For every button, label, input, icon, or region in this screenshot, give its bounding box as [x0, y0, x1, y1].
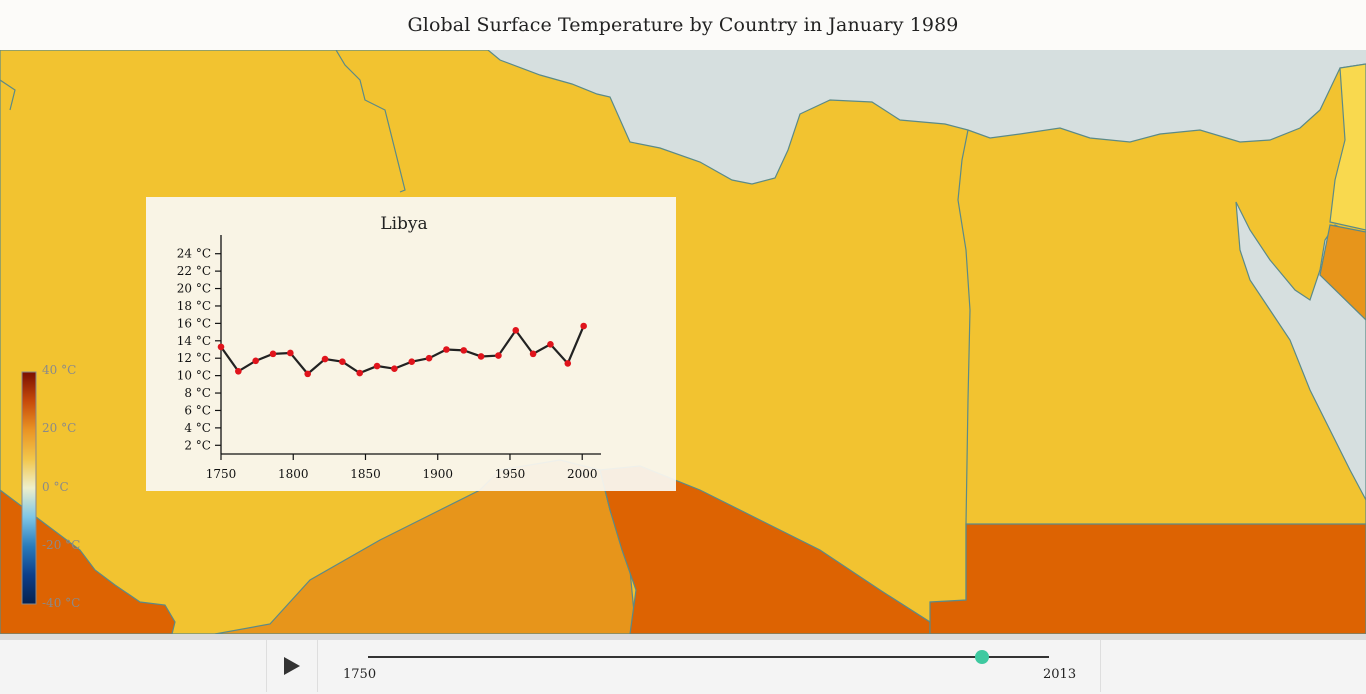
data-point: [425, 354, 433, 362]
y-tick-label: 24 °C: [177, 247, 211, 261]
series-line: [220, 325, 585, 376]
border-line: [0, 79, 16, 111]
data-point: [529, 350, 537, 358]
y-tick-label: 20 °C: [177, 282, 211, 296]
data-point: [321, 355, 329, 363]
legend-label-20: 20 °C: [42, 421, 77, 435]
x-tick-label: 1900: [422, 467, 453, 481]
y-tick-label: 16 °C: [177, 316, 211, 330]
border-line: [335, 50, 406, 193]
slider-track[interactable]: [368, 656, 1049, 658]
data-point: [287, 349, 294, 357]
x-tick-label: 1950: [495, 467, 526, 481]
slider-start-year: 1750: [343, 667, 377, 682]
data-point: [252, 357, 259, 365]
data-point: [339, 358, 346, 365]
y-tick-label: 10 °C: [177, 369, 211, 383]
border-line: [957, 129, 971, 600]
data-point: [564, 360, 572, 367]
play-button[interactable]: [266, 640, 318, 692]
y-tick-label: 8 °C: [184, 386, 211, 400]
y-tick-label: 22 °C: [177, 264, 211, 278]
data-point: [356, 369, 364, 377]
header-bar: Global Surface Temperature by Country in…: [0, 0, 1366, 50]
legend-label-40: 40 °C: [42, 363, 77, 377]
slider-handle[interactable]: [975, 650, 990, 664]
x-tick-label: 1800: [278, 467, 309, 481]
legend-label-minus20: -20 °C: [42, 538, 81, 552]
data-point: [408, 358, 416, 365]
data-point: [460, 347, 468, 354]
x-tick-label: 1750: [206, 467, 237, 481]
y-tick-label: 14 °C: [177, 334, 211, 348]
footer-divider: [0, 634, 1366, 640]
timeline-controls: 1750 2013: [0, 640, 1366, 694]
country-region-southeast[interactable]: [929, 523, 1366, 634]
data-point: [235, 367, 242, 375]
data-point: [443, 346, 450, 353]
legend-label-minus40: -40 °C: [42, 596, 81, 610]
data-point: [547, 340, 554, 348]
data-point: [269, 350, 277, 358]
data-point: [477, 353, 485, 360]
data-point: [217, 343, 225, 351]
legend-label-0: 0 °C: [42, 480, 69, 494]
data-point: [495, 352, 502, 359]
x-tick-label: 1850: [350, 467, 381, 481]
data-point: [391, 365, 398, 372]
page-title: Global Surface Temperature by Country in…: [407, 14, 959, 36]
data-point: [304, 370, 311, 378]
play-icon: [284, 657, 300, 675]
y-tick-label: 6 °C: [184, 403, 211, 417]
tooltip-country-name: Libya: [380, 214, 428, 234]
temperature-line-chart: 24 °C 22 °C 20 °C 18 °C 16 °C 14 °C 12 °C 10 °C…: [177, 235, 601, 481]
slider-end-year: 2013: [1043, 667, 1077, 682]
country-region-arabia[interactable]: [1329, 63, 1366, 231]
data-point: [512, 327, 520, 334]
country-region-east[interactable]: [1319, 224, 1366, 321]
data-point: [580, 322, 587, 330]
data-point: [373, 362, 381, 370]
x-tick-label: 2000: [567, 467, 598, 481]
y-tick-label: 4 °C: [184, 421, 211, 435]
legend-bar: [21, 371, 37, 605]
y-tick-label: 18 °C: [177, 299, 211, 313]
y-tick-label: 12 °C: [177, 351, 211, 365]
country-tooltip: Libya 24 °C 22 °C 20 °C 18 °C 16 °C 14 °C 12 °…: [146, 197, 676, 491]
country-region-southwest[interactable]: [0, 489, 176, 634]
year-slider[interactable]: 1750 2013: [317, 640, 1101, 692]
y-tick-label: 2 °C: [184, 438, 211, 452]
